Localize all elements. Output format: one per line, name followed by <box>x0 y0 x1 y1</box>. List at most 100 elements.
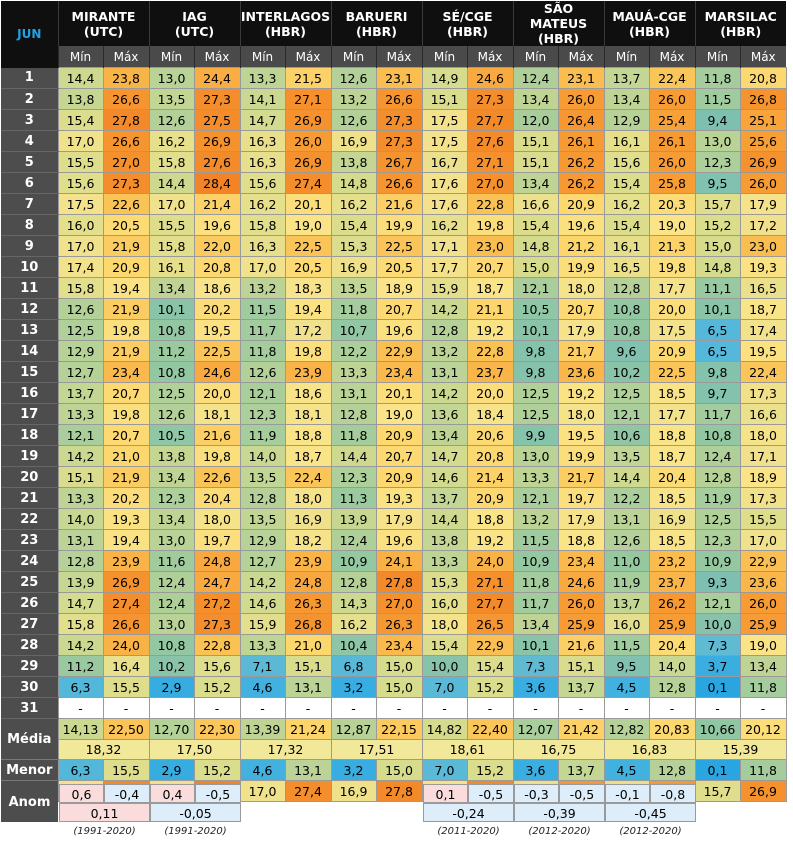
max-temp-cell: 18,7 <box>739 298 787 320</box>
day-row: 1 14,4 23,8 13,0 24,4 13,3 21,5 12,6 23,1 14,9 24,… <box>1 67 787 89</box>
min-temp-cell: 17,0 <box>57 235 104 257</box>
max-temp-cell: 20,9 <box>375 424 423 446</box>
max-temp-cell: 19,2 <box>466 529 514 551</box>
maior-cell: 27,8 <box>375 780 423 802</box>
max-temp-cell: 19,6 <box>557 214 605 236</box>
max-temp-cell: 20,7 <box>375 445 423 467</box>
max-temp-cell: 24,7 <box>193 571 241 593</box>
menor-cell: 3,2 <box>330 759 377 781</box>
min-temp-cell: 10,4 <box>330 634 377 656</box>
station-timezone: (HBR) <box>537 31 580 46</box>
max-temp-cell: 17,5 <box>648 319 696 341</box>
max-temp-cell: 26,1 <box>557 130 605 152</box>
min-temp-cell: 9,5 <box>603 655 650 677</box>
max-temp-cell: 21,9 <box>102 235 150 257</box>
min-temp-cell: 15,1 <box>421 88 468 110</box>
max-temp-cell: 23,0 <box>466 235 514 257</box>
min-temp-cell: 15,1 <box>57 466 104 488</box>
anomaly-min-cell: 0,6 <box>59 784 104 803</box>
min-temp-cell: 12,5 <box>512 382 559 404</box>
min-temp-cell: 12,5 <box>694 508 741 530</box>
max-temp-cell: 26,9 <box>193 130 241 152</box>
min-temp-cell: 12,8 <box>421 319 468 341</box>
max-temp-cell: 18,8 <box>284 424 332 446</box>
max-temp-cell: 26,6 <box>102 613 150 635</box>
min-temp-cell: 16,2 <box>148 130 195 152</box>
max-temp-cell: 23,6 <box>739 571 787 593</box>
min-temp-cell: 10,6 <box>603 424 650 446</box>
min-temp-cell: 14,2 <box>421 298 468 320</box>
max-temp-cell: 27,3 <box>375 130 423 152</box>
station-name: MARSILAC <box>704 8 777 24</box>
max-temp-cell: 18,3 <box>284 277 332 299</box>
min-temp-cell: 17,1 <box>421 235 468 257</box>
maior-cell: 17,0 <box>239 780 286 802</box>
min-temp-cell: 15,1 <box>512 151 559 173</box>
station-name: MIRANTE <box>71 8 136 24</box>
max-temp-cell: 27,3 <box>375 109 423 131</box>
max-temp-cell: 23,4 <box>375 634 423 656</box>
day-row: 13 12,5 19,8 10,8 19,5 11,7 17,2 10,7 19,6 12,8 19… <box>1 319 787 341</box>
max-temp-cell: 22,4 <box>739 361 787 383</box>
day-number: 29 <box>1 655 58 677</box>
max-temp-cell: 23,6 <box>557 361 605 383</box>
min-temp-cell: 15,3 <box>330 235 377 257</box>
max-temp-cell: 26,6 <box>375 88 423 110</box>
day-row: 15 12,7 23,4 10,8 24,6 12,6 23,9 13,3 23,4 13,1 23… <box>1 361 787 383</box>
day-number: 15 <box>1 361 58 383</box>
max-temp-cell: 25,8 <box>648 172 696 194</box>
min-temp-cell: 13,1 <box>330 382 377 404</box>
min-temp-cell: 13,9 <box>57 571 104 593</box>
min-temp-cell: 10,1 <box>512 634 559 656</box>
station-name: INTERLAGOS <box>240 8 331 24</box>
anomaly-max-cell: -0,8 <box>650 784 696 803</box>
max-temp-cell: 14,0 <box>648 655 696 677</box>
min-temp-cell: 13,2 <box>239 277 286 299</box>
min-temp-cell: 10,0 <box>694 613 741 635</box>
day-row: 19 14,2 21,0 13,8 19,8 14,0 18,7 14,4 20,7 14,7 20… <box>1 445 787 467</box>
max-temp-cell: 27,2 <box>193 592 241 614</box>
min-temp-cell: 13,7 <box>57 382 104 404</box>
max-temp-cell: 21,6 <box>557 634 605 656</box>
max-temp-cell: 27,7 <box>466 109 514 131</box>
min-temp-cell: 17,6 <box>421 193 468 215</box>
menor-cell: 15,0 <box>375 759 423 781</box>
day-row: 8 16,0 20,5 15,5 19,6 15,8 19,0 15,4 19,9 16,2 19,… <box>1 214 787 236</box>
max-temp-cell: 19,4 <box>102 529 150 551</box>
min-temp-cell: 11,8 <box>330 298 377 320</box>
min-temp-cell: 12,8 <box>603 277 650 299</box>
min-temp-cell: 10,8 <box>603 298 650 320</box>
min-temp-cell: 14,4 <box>421 508 468 530</box>
day-row: 5 15,5 27,0 15,8 27,6 16,3 26,9 13,8 26,7 16,7 27,… <box>1 151 787 173</box>
min-temp-cell: 14,1 <box>239 88 286 110</box>
media-row: Média 14,13 22,50 12,70 22,30 13,39 21,24 12,87… <box>1 718 787 760</box>
max-column-header: Máx <box>284 46 331 68</box>
day-row: 27 15,8 26,6 13,0 27,3 15,9 26,8 16,2 26,3 18,0 26… <box>1 613 787 635</box>
day-row: 11 15,8 19,4 13,4 18,6 13,2 18,3 13,5 18,9 15,9 18… <box>1 277 787 299</box>
max-temp-cell: 24,8 <box>193 550 241 572</box>
min-temp-cell: 13,3 <box>421 550 468 572</box>
day-number: 25 <box>1 571 58 593</box>
min-temp-cell: 3,6 <box>512 676 559 698</box>
menor-cell: 13,1 <box>284 759 332 781</box>
min-temp-cell: 16,1 <box>603 235 650 257</box>
max-temp-cell: 15,2 <box>466 676 514 698</box>
media-cell: 10,66 <box>694 718 741 740</box>
max-temp-cell: 26,9 <box>284 151 332 173</box>
min-temp-cell: 12,6 <box>148 109 195 131</box>
max-temp-cell: 18,7 <box>284 445 332 467</box>
min-temp-cell: 10,0 <box>421 655 468 677</box>
min-temp-cell: 15,4 <box>512 214 559 236</box>
min-temp-cell: 12,6 <box>239 361 286 383</box>
max-temp-cell: 26,7 <box>375 151 423 173</box>
min-temp-cell: 10,2 <box>148 655 195 677</box>
min-temp-cell: 12,1 <box>57 424 104 446</box>
max-temp-cell: 19,0 <box>284 214 332 236</box>
max-temp-cell: 19,3 <box>102 508 150 530</box>
max-temp-cell: 20,0 <box>466 382 514 404</box>
min-temp-cell: 14,9 <box>421 67 468 89</box>
min-temp-cell: 10,7 <box>330 319 377 341</box>
max-temp-cell: 18,1 <box>284 403 332 425</box>
anomaly-max-cell: -0,5 <box>468 784 514 803</box>
anomaly-average-cell: -0,45 <box>605 803 696 822</box>
